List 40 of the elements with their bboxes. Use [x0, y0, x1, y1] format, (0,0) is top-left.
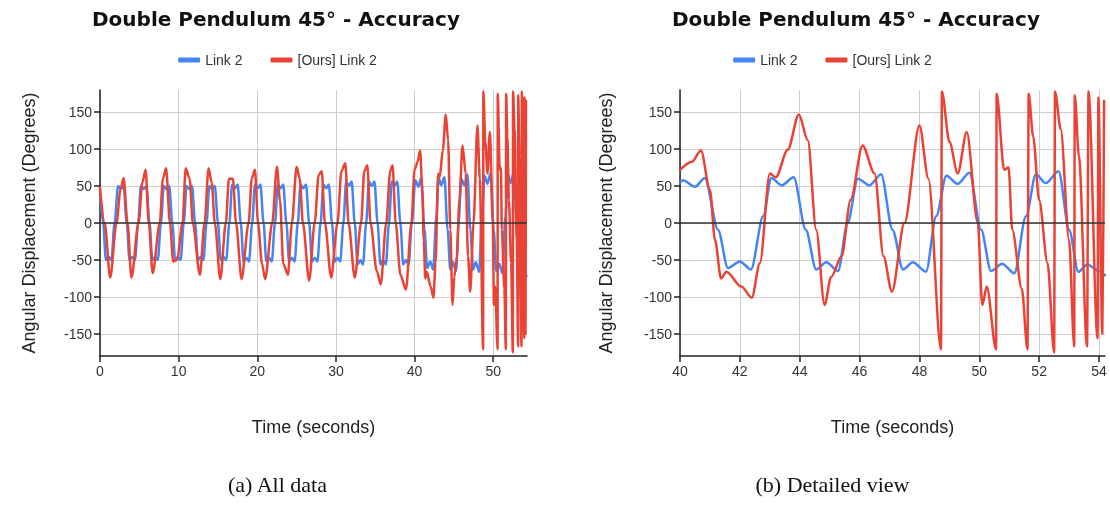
- y-tick-label: 150: [648, 104, 673, 121]
- x-tick-label: 20: [249, 363, 266, 379]
- x-tick-label: 46: [851, 363, 868, 379]
- x-tick-label: 50: [971, 363, 988, 379]
- x-tick-label: 30: [328, 363, 344, 379]
- y-tick-label: 150: [68, 104, 93, 121]
- y-tick-label: 100: [648, 141, 673, 158]
- x-axis-title: Time (seconds): [830, 417, 955, 437]
- chart-title: Double Pendulum 45° - Accuracy: [672, 7, 1040, 31]
- x-axis-title: Time (seconds): [251, 417, 376, 437]
- y-axis-title: Angular Displacement (Degrees): [596, 92, 616, 354]
- x-tick-label: 42: [732, 363, 748, 379]
- text: (b) Detailed view: [754, 472, 911, 498]
- x-tick-label: 50: [485, 363, 502, 379]
- y-tick-label: 0: [664, 215, 673, 231]
- text: (a) All data: [227, 472, 328, 498]
- y-tick-label: -50: [651, 251, 673, 268]
- x-tick-label: 40: [672, 363, 688, 379]
- y-tick-label: -150: [643, 325, 673, 342]
- legend-label: [Ours] Link 2: [297, 52, 378, 68]
- x-tick-label: 54: [1091, 363, 1108, 379]
- legend-label: Link 2: [760, 52, 798, 68]
- y-tick-label: 50: [76, 178, 93, 195]
- y-tick-label: -100: [63, 288, 93, 305]
- x-tick-label: 10: [170, 363, 187, 379]
- legend-label: [Ours] Link 2: [852, 52, 933, 68]
- y-tick-label: -50: [71, 251, 93, 268]
- y-tick-label: 100: [68, 141, 93, 158]
- y-tick-label: 0: [84, 215, 93, 231]
- x-tick-label: 40: [406, 363, 423, 379]
- x-tick-label: 0: [96, 363, 105, 379]
- chart-title: Double Pendulum 45° - Accuracy: [92, 7, 460, 31]
- x-tick-label: 44: [791, 363, 808, 379]
- y-tick-label: 50: [656, 178, 673, 195]
- y-axis-title: Angular Displacement (Degrees): [19, 92, 39, 354]
- y-tick-label: -150: [63, 325, 93, 342]
- y-tick-label: -100: [643, 288, 673, 305]
- legend-label: Link 2: [205, 52, 243, 68]
- x-tick-label: 52: [1031, 363, 1048, 379]
- x-tick-label: 48: [911, 363, 928, 379]
